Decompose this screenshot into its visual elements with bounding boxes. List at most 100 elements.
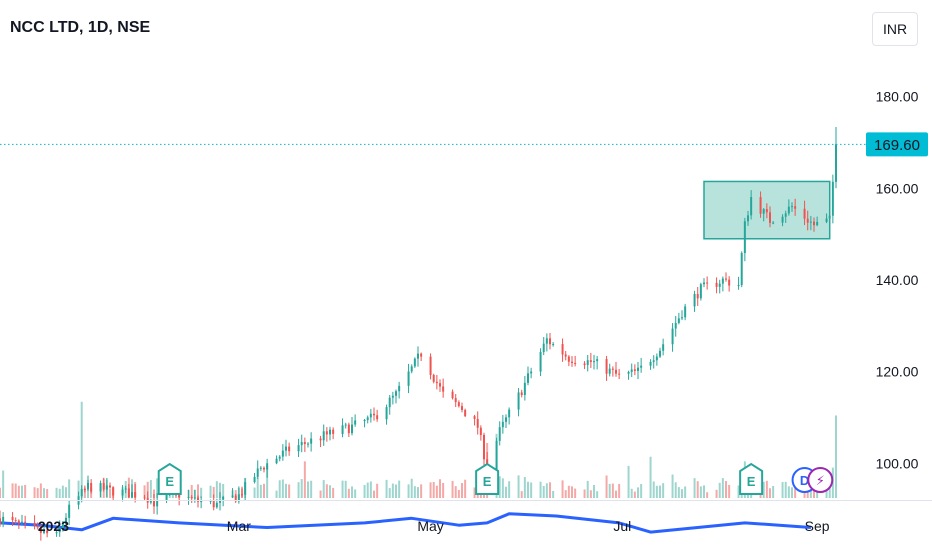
candles-layer[interactable] [0,126,837,541]
candle-body [627,371,630,374]
candle-body [209,500,212,502]
volume-bar [564,490,567,498]
candle-body [725,278,727,280]
volume-bar [608,483,611,498]
volume-bar [417,487,419,498]
volume-bar [307,481,309,498]
earnings-marker-label: E [747,474,756,489]
volume-bar [523,477,526,498]
candle-body [803,208,806,219]
candle-body [300,442,303,446]
candle-body [39,527,42,533]
candle-body [615,369,617,374]
candle-body [197,497,199,502]
candle-body [80,489,83,497]
volume-bar [718,482,721,498]
last-price-badge [866,132,928,157]
candle-body [344,424,347,426]
volume-bar [809,489,812,498]
candle-body [740,253,743,285]
split-marker-label: ⚡ [816,473,825,488]
time-tick-label: May [417,518,443,534]
candle-body [762,209,765,214]
candle-body [303,442,306,445]
earnings-marker-label: E [483,474,492,489]
volume-bar [376,483,379,498]
candle-body [586,360,589,365]
candle-body [649,361,652,366]
dividend-marker-label: D [800,473,809,488]
time-axis[interactable]: 2023 Mar May Jul Sep [0,500,932,535]
price-axis[interactable]: 180.00 160.00 140.00 120.00 100.00 [876,89,919,472]
volume-bar [285,483,287,498]
time-tick-label: Mar [227,518,251,534]
candle-body [794,206,797,209]
candle-body [385,407,388,420]
split-marker [807,467,834,493]
candle-body [388,397,391,408]
volume-bar [677,487,680,498]
candle-body [46,530,49,534]
volume-bar [637,487,639,498]
candle-body [618,373,621,375]
candle-body [410,366,413,372]
volume-bar [68,479,71,498]
candle-body [256,468,259,477]
candle-body [523,382,526,396]
volume-ma-line [0,512,812,534]
candle-body [476,418,479,428]
candle-body [131,492,133,498]
volume-bar [21,485,23,498]
volume-bar [725,481,727,498]
candle-body [659,350,661,357]
volume-bar [410,478,413,498]
candle-body [737,284,740,286]
volume-bar [835,415,837,498]
candle-body [55,532,58,534]
volume-bar [24,484,27,498]
candle-body [429,356,432,375]
volume-bar [36,488,39,498]
volume-bar [681,489,683,498]
volume-bar [256,477,259,498]
volume-bar [153,489,155,498]
volume-bar [586,480,589,498]
volume-bar [508,481,511,498]
candle-body [325,431,328,435]
candle-body [105,485,108,490]
candle-body [234,495,237,502]
volume-bar [505,486,507,498]
volume-bar [391,483,394,498]
candle-body [275,458,278,464]
candle-body [143,497,146,499]
candle-body [520,392,523,396]
candle-body [307,443,309,445]
candle-body [715,282,718,287]
volume-bar [574,488,577,498]
candle-body [420,353,423,357]
events-layer[interactable]: E E E D ⚡ [157,462,834,495]
volume-bar [322,480,325,498]
volume-bar [728,484,731,498]
volume-bar [517,475,520,498]
candle-body [310,438,313,444]
volume-bar [325,484,328,498]
candle-body [721,278,724,284]
candle-body [583,363,586,365]
currency-button[interactable]: INR [872,12,918,46]
volume-bar [395,484,397,498]
candle-body [696,293,699,299]
candle-body [608,368,611,374]
volume-bar [655,485,658,498]
volume-bar [696,481,699,498]
last-price-label: 169.60 [874,137,920,154]
candle-body [369,413,372,418]
candle-body [828,215,831,219]
candle-body [706,282,709,284]
candle-body [407,371,410,386]
candle-body [413,358,416,367]
candle-body [11,516,14,521]
candle-body [571,361,573,363]
candle-body [495,440,498,471]
